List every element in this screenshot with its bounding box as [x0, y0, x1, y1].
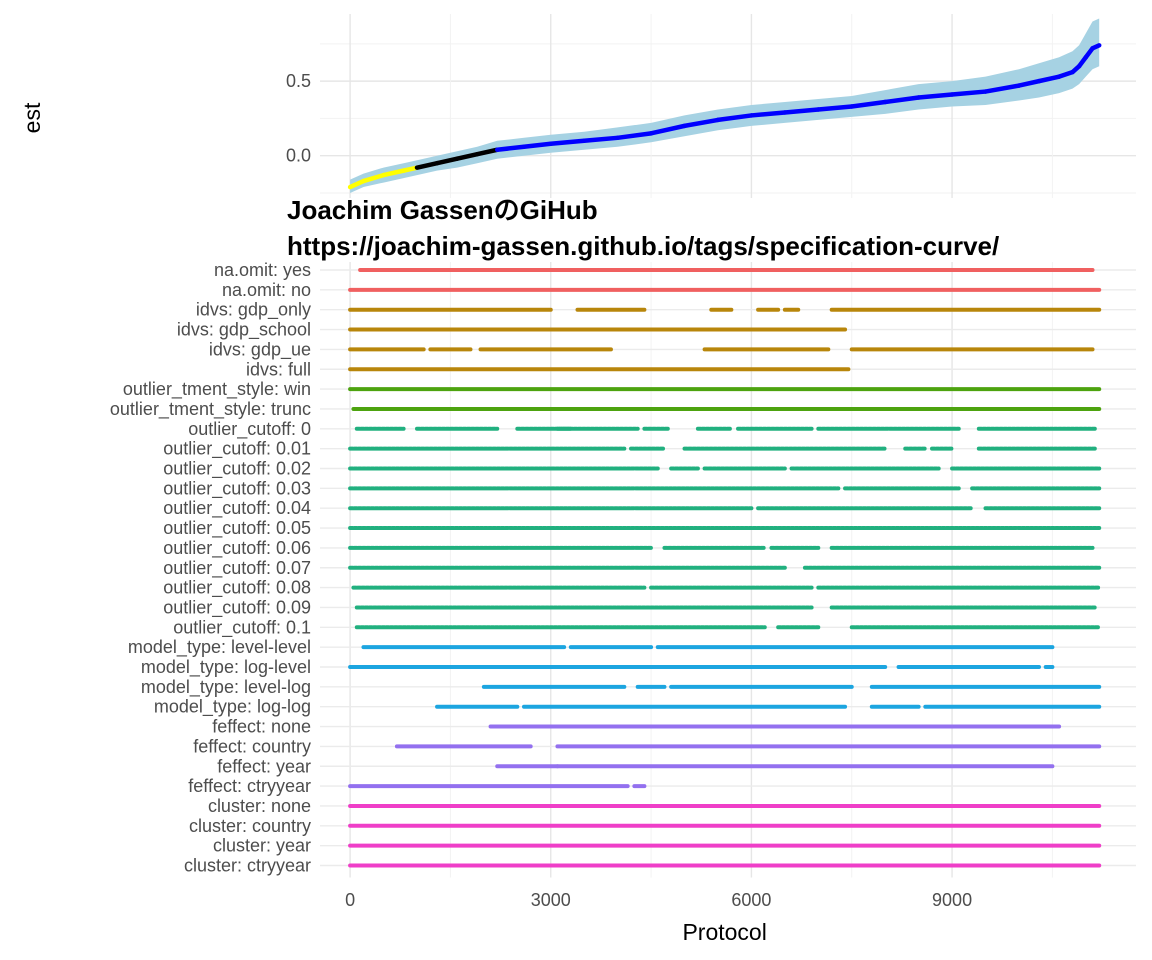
row-label: outlier_cutoff: 0.02 — [163, 459, 311, 480]
confidence-ribbon — [350, 18, 1100, 193]
row-label: model_type: log-level — [141, 657, 311, 678]
row-label: outlier_cutoff: 0.08 — [163, 578, 311, 599]
curve-segment — [1090, 43, 1102, 51]
overlay-title: Joachim GassenのGiHub https://joachim-gas… — [287, 195, 999, 261]
curve-segment — [494, 144, 527, 152]
curve-segment — [474, 147, 500, 157]
curve-segment — [1016, 78, 1042, 88]
row-label: idvs: gdp_only — [196, 300, 311, 321]
curve-segment — [882, 95, 921, 105]
row-label: na.omit: yes — [214, 260, 311, 280]
row-label: feffect: year — [217, 756, 311, 776]
curve-segment — [682, 117, 721, 129]
row-label: outlier_tment_style: trunc — [110, 399, 311, 420]
row-label: cluster: none — [208, 796, 311, 816]
row-label: feffect: country — [193, 736, 311, 756]
row-label: outlier_cutoff: 0.1 — [173, 617, 311, 638]
row-label: outlier_cutoff: 0.03 — [163, 478, 311, 499]
x-tick-label: 9000 — [932, 890, 972, 910]
curve-segment — [434, 156, 460, 166]
estimate-gridlines — [320, 14, 1136, 198]
x-tick-label: 0 — [345, 890, 355, 910]
row-label: idvs: gdp_ue — [209, 339, 311, 360]
row-label: feffect: none — [212, 717, 311, 737]
curve-segment — [521, 141, 554, 150]
row-label: outlier_cutoff: 0 — [188, 419, 311, 440]
curve-segment — [581, 135, 620, 144]
curve-segment — [615, 131, 654, 141]
y-tick-label: 0.0 — [286, 146, 311, 166]
row-label: cluster: ctryyear — [184, 856, 311, 876]
curve-segment — [381, 168, 406, 178]
estimate-curve — [347, 43, 1102, 190]
row-label: outlier_cutoff: 0.07 — [163, 558, 311, 579]
x-axis-title: Protocol — [682, 919, 766, 945]
row-label: model_type: log-log — [154, 697, 311, 718]
row-label: model_type: level-log — [141, 677, 311, 698]
row-label: feffect: ctryyear — [188, 776, 311, 796]
row-label: cluster: country — [189, 816, 311, 836]
curve-segment — [949, 89, 988, 97]
row-label: outlier_cutoff: 0.01 — [163, 439, 311, 460]
curve-segment — [816, 104, 854, 112]
row-label: outlier_cutoff: 0.04 — [163, 498, 311, 519]
curve-segment — [414, 160, 440, 170]
curve-segment — [983, 83, 1022, 94]
row-label: outlier_cutoff: 0.06 — [163, 538, 311, 559]
curve-segment — [715, 113, 754, 123]
curve-segment — [749, 110, 788, 118]
protocol-x-ticks: 0 3000 6000 9000 — [345, 890, 972, 910]
curve-segment — [1056, 69, 1075, 79]
curve-segment — [347, 178, 366, 190]
row-label: model_type: level-level — [128, 637, 311, 658]
y-axis-title: est — [19, 102, 45, 133]
row-label: idvs: gdp_school — [177, 320, 311, 341]
curve-segment — [782, 107, 821, 115]
row-label: outlier_cutoff: 0.09 — [163, 597, 311, 618]
curve-segment — [1036, 74, 1062, 84]
curve-segment — [361, 172, 386, 184]
row-label: outlier_cutoff: 0.05 — [163, 518, 311, 539]
row-label: idvs: full — [246, 359, 311, 379]
row-label: cluster: year — [213, 836, 311, 856]
overlay-title-line-1: Joachim GassenのGiHub — [287, 195, 598, 225]
x-tick-label: 3000 — [531, 890, 571, 910]
row-label: na.omit: no — [222, 280, 311, 300]
x-tick-label: 6000 — [731, 890, 771, 910]
estimate-y-ticks: 0.0 0.5 — [286, 71, 311, 166]
estimate-panel: 0.0 0.5 est — [19, 14, 1136, 198]
row-label: outlier_tment_style: win — [123, 379, 311, 400]
curve-segment — [454, 151, 480, 161]
curve-segment — [648, 123, 687, 136]
curve-segment — [849, 99, 888, 109]
curve-segment — [548, 138, 587, 147]
specification-rows — [348, 268, 1102, 868]
confidence-band — [350, 18, 1100, 193]
curve-segment — [916, 92, 955, 100]
overlay-title-line-2: https://joachim-gassen.github.io/tags/sp… — [287, 231, 999, 261]
y-tick-label: 0.5 — [286, 71, 311, 91]
curve-segment — [401, 165, 420, 173]
